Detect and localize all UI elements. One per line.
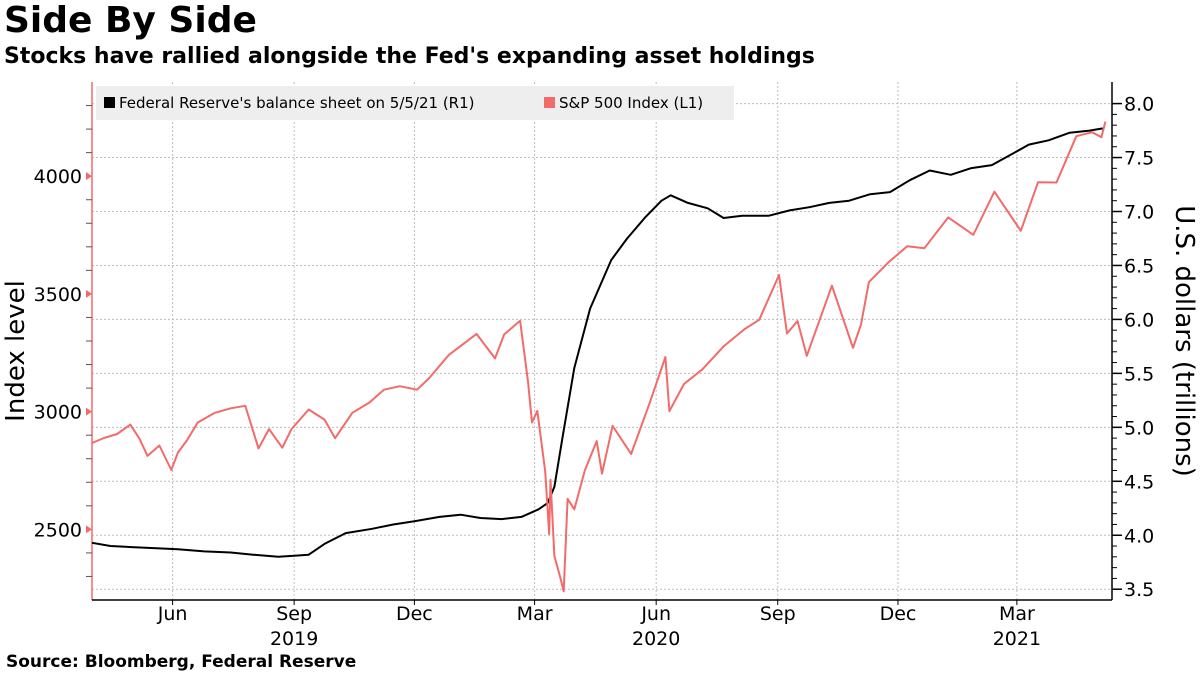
x-axis-month-label-6: Dec (880, 603, 917, 625)
x-axis-month-label-4: Jun (640, 603, 671, 625)
right-axis-tick-label-2: 4.5 (1124, 471, 1154, 493)
x-axis-year-label-1: 2020 (632, 628, 680, 650)
left-axis-tick-marker-0 (86, 525, 92, 534)
axes: 2500 3000 3500 4000 3.5 4.0 4.5 5.0 5.5 6.0 6.5 7.0… (34, 82, 1154, 650)
x-axis-year-label-0: 2019 (270, 628, 318, 650)
chart-title: Side By Side (4, 0, 257, 41)
x-axis-month-label-1: Sep (276, 603, 312, 625)
legend-label-sp500: S&P 500 Index (L1) (559, 94, 703, 112)
left-axis-title: Index level (1, 280, 31, 422)
left-axis-tick-label-2: 3500 (34, 284, 82, 306)
right-axis-title: U.S. dollars (trillions) (1169, 205, 1199, 477)
right-axis-tick-label-4: 5.5 (1124, 363, 1154, 385)
left-axis-tick-marker-3 (86, 172, 92, 181)
legend-label-fed: Federal Reserve's balance sheet on 5/5/2… (119, 94, 475, 112)
right-axis-tick-label-3: 5.0 (1124, 417, 1154, 439)
left-axis-tick-marker-1 (86, 407, 92, 416)
right-axis-tick-label-9: 8.0 (1124, 94, 1154, 116)
right-axis-tick-label-5: 6.0 (1124, 309, 1154, 331)
right-axis-tick-label-8: 7.5 (1124, 148, 1154, 170)
right-axis-tick-label-6: 6.5 (1124, 255, 1154, 277)
left-axis-tick-label-1: 3000 (34, 402, 82, 424)
left-axis-tick-marker-2 (86, 289, 92, 298)
source-note: Source: Bloomberg, Federal Reserve (6, 652, 357, 672)
left-axis-tick-label-0: 2500 (34, 519, 82, 541)
legend: Federal Reserve's balance sheet on 5/5/2… (96, 86, 734, 120)
x-axis-month-label-2: Dec (396, 603, 433, 625)
series-line-sp500 (91, 121, 1107, 593)
x-axis-month-label-0: Jun (157, 603, 188, 625)
x-axis-month-label-3: Mar (517, 603, 553, 625)
right-axis-tick-label-1: 4.0 (1124, 525, 1154, 547)
legend-swatch-fed (104, 97, 115, 108)
grid (92, 82, 1112, 600)
chart-subtitle: Stocks have rallied alongside the Fed's … (4, 44, 815, 69)
legend-background (96, 86, 734, 120)
x-axis-month-label-5: Sep (760, 603, 796, 625)
legend-swatch-sp500 (544, 97, 555, 108)
right-axis-tick-label-0: 3.5 (1124, 579, 1154, 601)
x-axis-year-label-2: 2021 (993, 628, 1041, 650)
x-axis-month-label-7: Mar (999, 603, 1035, 625)
left-axis-tick-label-3: 4000 (34, 166, 82, 188)
series-line-fed (91, 127, 1103, 558)
series-lines (91, 121, 1107, 593)
right-axis-tick-label-7: 7.0 (1124, 202, 1154, 224)
